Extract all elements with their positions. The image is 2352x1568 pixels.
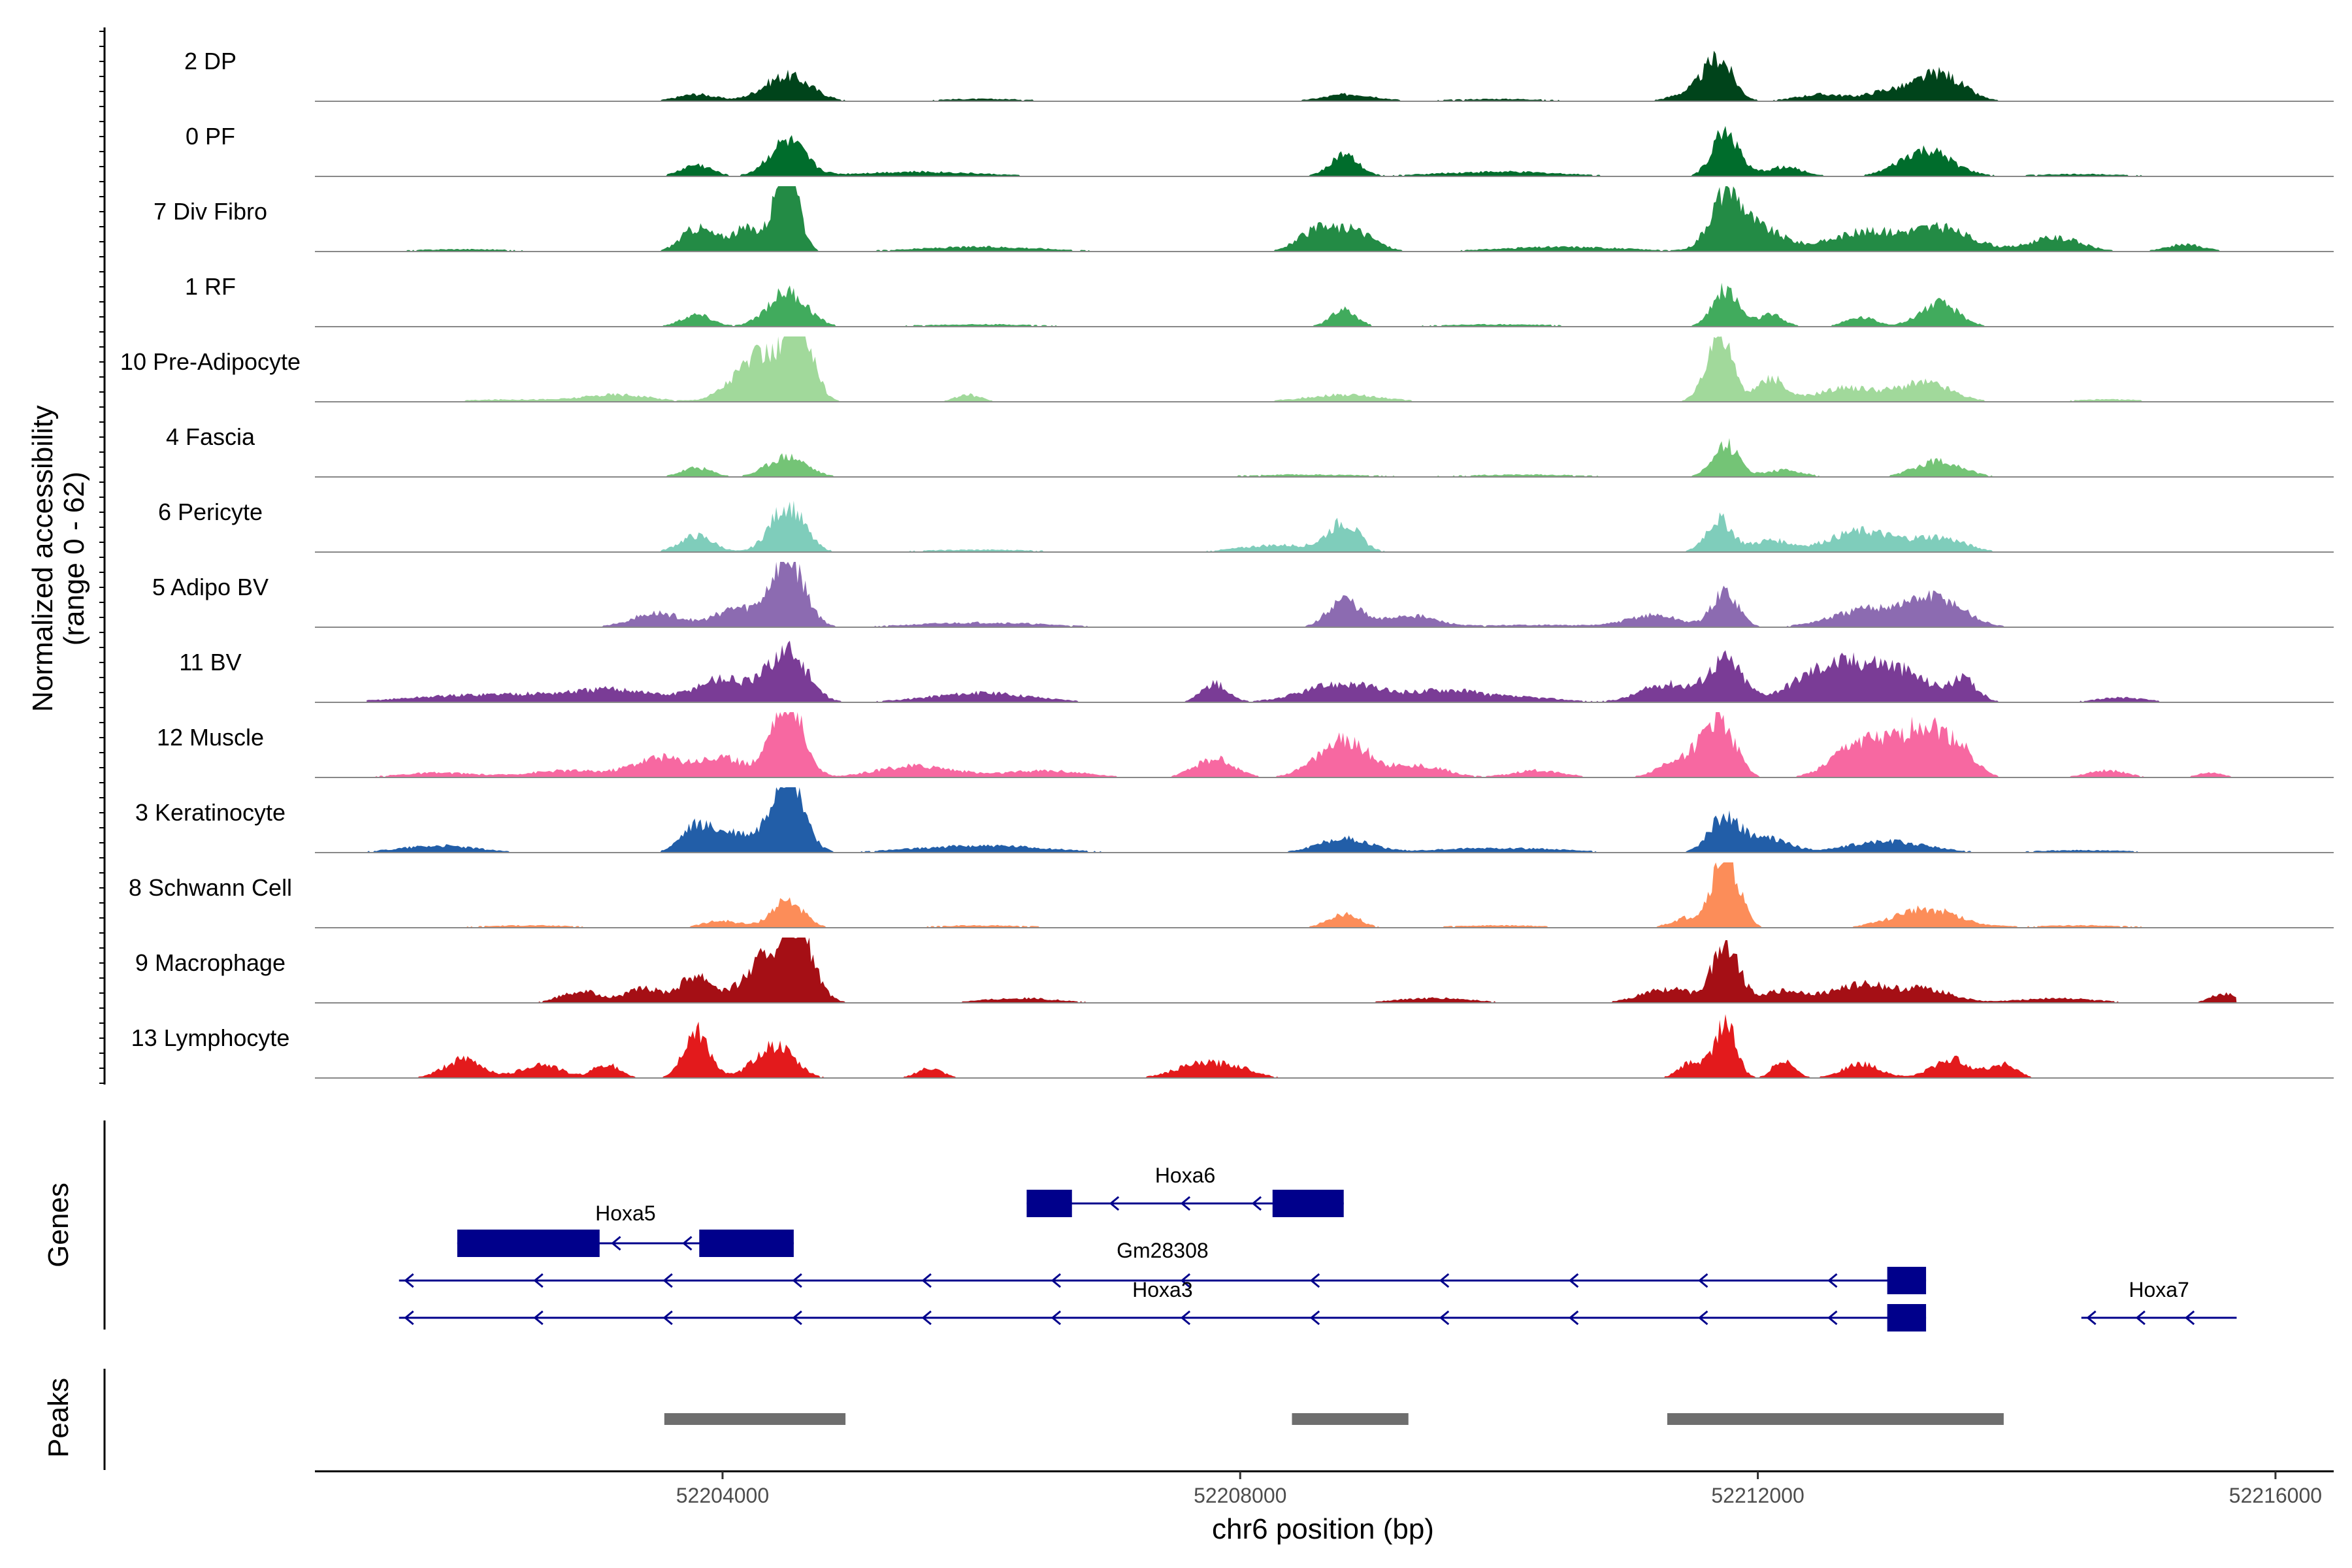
strand-arrow: [1051, 1273, 1062, 1288]
strand-arrow: [1309, 1310, 1320, 1326]
track-label-2-dp: 2 DP: [184, 48, 237, 74]
track-label-12-muscle: 12 Muscle: [157, 724, 264, 751]
exon-hoxa6: [1272, 1190, 1344, 1217]
y-axis-title-line2: (range 0 - 62): [58, 472, 90, 646]
x-tick-label: 52204000: [676, 1484, 769, 1507]
strand-arrow: [1251, 1196, 1262, 1211]
strand-arrow: [533, 1310, 544, 1326]
coverage-area-6-pericyte: [367, 500, 2237, 552]
coverage-area-4-fascia: [367, 438, 2237, 477]
exon-hoxa5: [699, 1230, 794, 1257]
strand-arrow: [1439, 1273, 1450, 1288]
peak-region: [1292, 1413, 1409, 1425]
gene-label-hoxa3: Hoxa3: [1132, 1278, 1193, 1301]
peak-region: [1667, 1413, 2004, 1425]
strand-arrow: [2135, 1310, 2146, 1326]
strand-arrow: [1309, 1273, 1320, 1288]
track-label-9-macrophage: 9 Macrophage: [135, 949, 286, 976]
strand-arrow: [921, 1310, 932, 1326]
coverage-area-0-pf: [367, 125, 2237, 176]
strand-arrow: [662, 1273, 673, 1288]
genes-panel-label: Genes: [42, 1183, 74, 1267]
track-label-7-div-fibro: 7 Div Fibro: [154, 198, 267, 225]
coverage-area-3-keratinocyte: [367, 787, 2237, 853]
track-label-11-bv: 11 BV: [179, 649, 241, 676]
strand-arrow: [792, 1273, 802, 1288]
strand-arrow: [1180, 1273, 1191, 1288]
coverage-area-9-macrophage: [367, 938, 2237, 1003]
track-label-3-keratinocyte: 3 Keratinocyte: [135, 799, 286, 826]
coverage-area-7-div-fibro: [367, 186, 2237, 252]
strand-arrow: [611, 1235, 621, 1251]
x-tick-label: 52208000: [1194, 1484, 1286, 1507]
strand-arrow: [1180, 1310, 1191, 1326]
strand-arrow: [1051, 1310, 1062, 1326]
track-label-8-schwann-cell: 8 Schwann Cell: [129, 874, 292, 901]
x-axis-title: chr6 position (bp): [1212, 1513, 1434, 1545]
y-axis-title-line1: Normalized accessibility: [27, 405, 59, 711]
strand-arrow: [1827, 1273, 1838, 1288]
strand-arrow: [792, 1310, 802, 1326]
strand-arrow: [533, 1273, 544, 1288]
coverage-area-2-dp: [367, 50, 2237, 101]
track-label-1-rf: 1 RF: [185, 273, 236, 300]
genes-panel: Hoxa5 Hoxa6 Gm28308 Hoxa3 Hoxa7: [103, 1120, 2237, 1331]
strand-arrow: [1827, 1310, 1838, 1326]
strand-arrow: [1569, 1310, 1579, 1326]
strand-arrow: [2184, 1310, 2195, 1326]
gene-label-hoxa5: Hoxa5: [595, 1201, 656, 1225]
coverage-tracks: 2 DP 0 PF 7 Div Fibro 1 RF 10 Pre-Adipocyte 4…: [99, 27, 2334, 1085]
strand-arrow: [682, 1235, 693, 1251]
coverage-area-5-adipo-bv: [367, 562, 2237, 627]
track-label-6-pericyte: 6 Pericyte: [158, 498, 263, 525]
track-label-4-fascia: 4 Fascia: [166, 423, 255, 450]
gene-label-gm28308: Gm28308: [1117, 1239, 1209, 1262]
strand-arrow: [1698, 1273, 1708, 1288]
x-axis: 52204000 52208000 52212000 52216000: [315, 1470, 2334, 1507]
coverage-area-10-pre-adipocyte: [367, 336, 2237, 402]
exon-gm28308: [1887, 1267, 1927, 1294]
track-label-5-adipo-bv: 5 Adipo BV: [152, 574, 269, 600]
gene-label-hoxa7: Hoxa7: [2129, 1278, 2189, 1301]
strand-arrow: [1439, 1310, 1450, 1326]
x-tick-label: 52216000: [2229, 1484, 2322, 1507]
exon-hoxa6: [1026, 1190, 1072, 1217]
strand-arrow: [404, 1273, 414, 1288]
strand-arrow: [1109, 1196, 1120, 1211]
peaks-panel: [103, 1369, 2004, 1470]
track-label-13-lymphocyte: 13 Lymphocyte: [131, 1024, 290, 1051]
coverage-area-12-muscle: [367, 712, 2237, 777]
x-tick-label: 52212000: [1711, 1484, 1804, 1507]
coverage-area-11-bv: [367, 640, 2237, 702]
strand-arrow: [662, 1310, 673, 1326]
strand-arrow: [1569, 1273, 1579, 1288]
coverage-area-8-schwann-cell: [367, 862, 2237, 928]
gene-label-hoxa6: Hoxa6: [1155, 1164, 1216, 1187]
track-label-0-pf: 0 PF: [186, 123, 235, 150]
strand-arrow: [1698, 1310, 1708, 1326]
exon-hoxa5: [457, 1230, 600, 1257]
peak-region: [664, 1413, 846, 1425]
coverage-area-13-lymphocyte: [367, 1014, 2237, 1078]
strand-arrow: [2086, 1310, 2097, 1326]
track-label-10-pre-adipocyte: 10 Pre-Adipocyte: [120, 348, 301, 375]
strand-arrow: [921, 1273, 932, 1288]
strand-arrow: [404, 1310, 414, 1326]
strand-arrow: [1180, 1196, 1191, 1211]
exon-hoxa3: [1887, 1304, 1927, 1331]
coverage-area-1-rf: [367, 282, 2237, 327]
peaks-panel-label: Peaks: [42, 1378, 74, 1458]
